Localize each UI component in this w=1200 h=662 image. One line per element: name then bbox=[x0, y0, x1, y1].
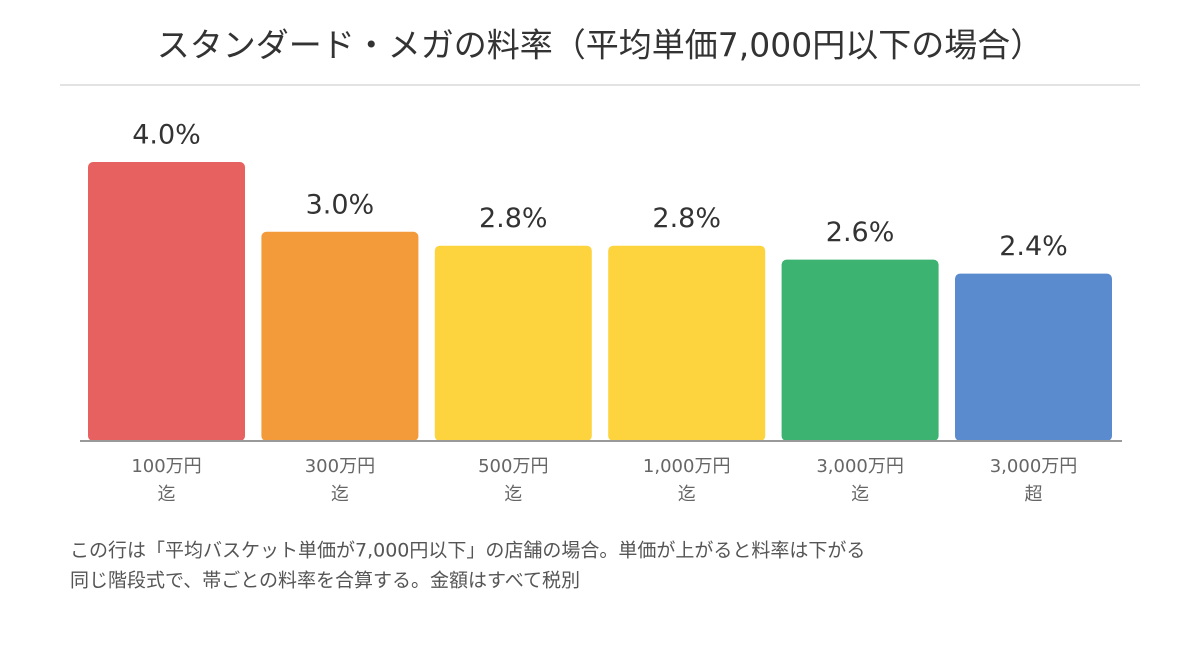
note: この行は「平均バスケット単価が7,000円以下」の店舗の場合。単価が上がると料率… bbox=[70, 540, 865, 562]
bar bbox=[955, 273, 1112, 441]
value-label: 2.4% bbox=[999, 231, 1068, 262]
bar bbox=[434, 245, 592, 441]
x-tick-label: 3,000万円 bbox=[990, 456, 1078, 477]
x-tick-label: 迄 bbox=[331, 484, 349, 505]
x-tick-label: 100万円 bbox=[131, 456, 201, 477]
x-tick-label: 500万円 bbox=[478, 456, 548, 477]
chart-title: スタンダード・メガの料率（平均単価7,000円以下の場合） bbox=[157, 26, 1043, 65]
x-tick-label: 300万円 bbox=[305, 456, 375, 477]
x-tick-label: 迄 bbox=[158, 484, 176, 505]
x-tick-label: 超 bbox=[1025, 484, 1043, 505]
bar bbox=[261, 231, 419, 441]
x-tick-label: 迄 bbox=[504, 484, 522, 505]
value-label: 2.8% bbox=[652, 203, 721, 234]
bar bbox=[781, 259, 939, 441]
value-label: 4.0% bbox=[132, 120, 201, 151]
value-label: 3.0% bbox=[306, 189, 375, 220]
bar bbox=[608, 245, 766, 441]
x-tick-label: 3,000万円 bbox=[816, 456, 904, 477]
note: 同じ階段式で、帯ごとの料率を合算する。金額はすべて税別 bbox=[70, 570, 580, 592]
value-label: 2.8% bbox=[479, 203, 548, 234]
x-tick-label: 1,000万円 bbox=[643, 456, 731, 477]
bar bbox=[88, 162, 245, 441]
value-label: 2.6% bbox=[826, 217, 895, 248]
x-tick-label: 迄 bbox=[678, 484, 696, 505]
x-tick-label: 迄 bbox=[851, 484, 869, 505]
